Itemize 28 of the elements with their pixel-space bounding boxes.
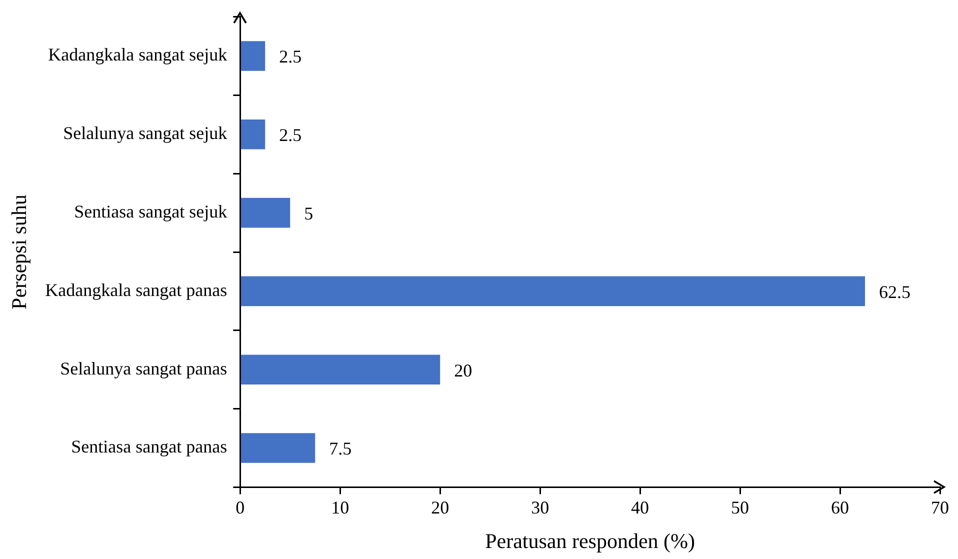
y-tick-label: Kadangkala sangat panas bbox=[45, 280, 228, 300]
y-axis-title: Persepsi suhu bbox=[7, 194, 32, 310]
x-tick-label: 30 bbox=[531, 498, 550, 518]
bar bbox=[240, 433, 316, 463]
data-label: 20 bbox=[454, 360, 472, 380]
x-tick-label: 20 bbox=[431, 498, 450, 518]
y-tick-label: Sentiasa sangat panas bbox=[71, 436, 228, 457]
x-tick-label: 50 bbox=[731, 498, 750, 518]
data-label: 2.5 bbox=[279, 125, 302, 146]
x-tick-label: 0 bbox=[236, 498, 245, 518]
y-tick-label: Kadangkala sangat sejuk bbox=[48, 44, 228, 65]
x-tick-label: 10 bbox=[331, 498, 350, 518]
y-tick-label: Selalunya sangat sejuk bbox=[63, 123, 228, 144]
y-tick-label: Sentiasa sangat sejuk bbox=[74, 202, 228, 222]
bar bbox=[240, 354, 440, 384]
data-label: 2.5 bbox=[279, 46, 302, 67]
x-axis-title: Peratusan responden (%) bbox=[485, 528, 696, 553]
x-tick-label: 60 bbox=[831, 498, 850, 518]
x-tick-label: 40 bbox=[631, 498, 650, 518]
bar bbox=[240, 120, 266, 150]
x-tick-label: 70 bbox=[931, 498, 949, 518]
y-tick-label: Selalunya sangat panas bbox=[60, 358, 228, 378]
bar bbox=[240, 198, 290, 228]
bar bbox=[240, 276, 866, 306]
bar bbox=[240, 41, 266, 71]
data-label: 62.5 bbox=[879, 282, 911, 302]
data-label: 7.5 bbox=[329, 438, 352, 459]
data-label: 5 bbox=[304, 204, 314, 224]
